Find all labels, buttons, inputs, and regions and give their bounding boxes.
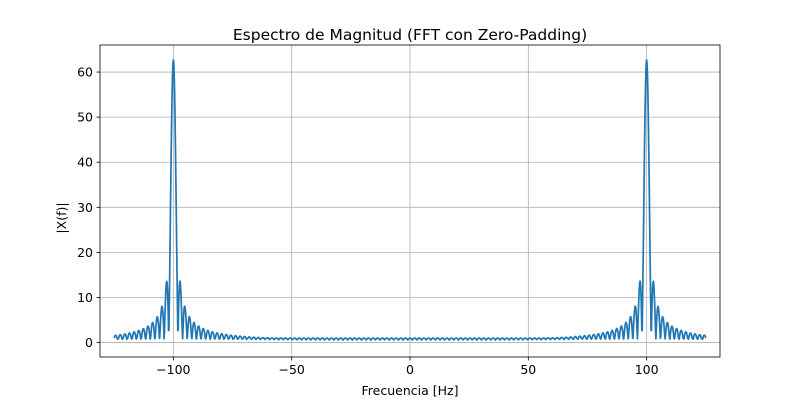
grid xyxy=(100,45,720,357)
x-tick-label: −50 xyxy=(278,362,304,377)
x-tick-label: 0 xyxy=(406,362,414,377)
y-axis-label: |X(f)| xyxy=(54,202,69,233)
y-tick-label: 10 xyxy=(77,290,93,305)
x-tick-label: 100 xyxy=(635,362,659,377)
x-axis-label: Frecuencia [Hz] xyxy=(362,383,459,398)
y-tick-label: 0 xyxy=(85,335,93,350)
x-tick-label: 50 xyxy=(520,362,536,377)
y-tick-label: 50 xyxy=(77,110,93,125)
series-group xyxy=(113,59,707,341)
y-tick-label: 30 xyxy=(77,200,93,215)
y-axis-ticks: 0 10 20 30 40 50 60 xyxy=(77,65,100,350)
x-axis-ticks: −100 −50 0 50 100 xyxy=(156,357,659,377)
y-tick-label: 60 xyxy=(77,65,93,80)
chart-title: Espectro de Magnitud (FFT con Zero-Paddi… xyxy=(233,26,587,44)
y-tick-label: 40 xyxy=(77,155,93,170)
y-tick-label: 20 xyxy=(77,245,93,260)
x-tick-label: −100 xyxy=(156,362,190,377)
magnitude-line xyxy=(113,59,707,341)
